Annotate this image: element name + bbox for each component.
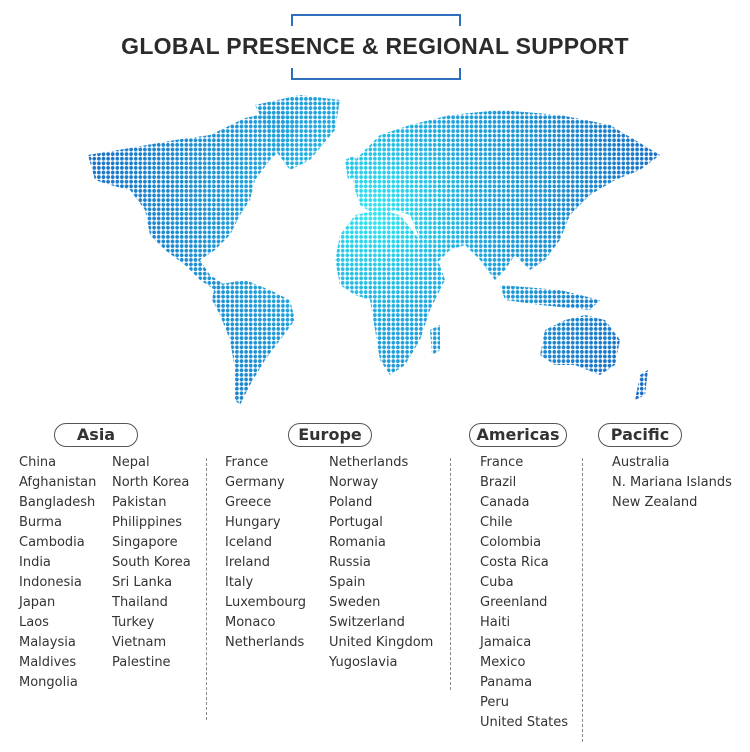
country-item: Afghanistan <box>19 475 97 490</box>
country-item: Switzerland <box>329 615 405 630</box>
country-item: Italy <box>225 575 254 590</box>
country-item: Netherlands <box>225 635 305 650</box>
country-item: Norway <box>329 475 379 490</box>
country-item: Australia <box>612 455 670 470</box>
country-item: Chile <box>480 515 513 530</box>
country-item: India <box>19 555 51 570</box>
country-item: Greenland <box>480 595 548 610</box>
country-item: Haiti <box>480 615 511 630</box>
country-item: United States <box>480 715 569 730</box>
region-label-pacific: Pacific <box>598 423 682 447</box>
country-item: South Korea <box>112 555 191 570</box>
country-item: Mongolia <box>19 675 78 690</box>
title-frame-top <box>291 14 461 26</box>
europe-country-list-1: France Germany Greece Hungary Iceland Ireland… <box>225 453 306 653</box>
country-item: Jamaica <box>480 635 532 650</box>
country-item: Canada <box>480 495 530 510</box>
map-dots <box>0 85 750 415</box>
country-item: Iceland <box>225 535 273 550</box>
country-item: Monaco <box>225 615 276 630</box>
country-item: Ireland <box>225 555 270 570</box>
country-item: Peru <box>480 695 509 710</box>
country-item: China <box>19 455 57 470</box>
country-item: Spain <box>329 575 366 590</box>
country-item: N. Mariana Islands <box>612 475 732 490</box>
divider <box>582 458 583 742</box>
pacific-country-list-1: Australia N. Mariana Islands New Zealand <box>612 453 732 513</box>
region-label-americas: Americas <box>469 423 567 447</box>
country-item: Germany <box>225 475 285 490</box>
country-item: Maldives <box>19 655 77 670</box>
country-item: Poland <box>329 495 373 510</box>
country-item: North Korea <box>112 475 190 490</box>
country-item: Costa Rica <box>480 555 549 570</box>
country-item: Brazil <box>480 475 517 490</box>
europe-country-list-2: Netherlands Norway Poland Portugal Romania Ru… <box>329 453 433 673</box>
country-item: Sweden <box>329 595 381 610</box>
country-item: Sri Lanka <box>112 575 173 590</box>
country-item: Palestine <box>112 655 171 670</box>
country-item: France <box>225 455 269 470</box>
country-item: Yugoslavia <box>329 655 398 670</box>
country-item: Nepal <box>112 455 150 470</box>
country-item: Laos <box>19 615 49 630</box>
divider <box>206 458 207 720</box>
asia-country-list-1: China Afghanistan Bangladesh Burma Cambodia I… <box>19 453 96 693</box>
americas-country-list-1: France Brazil Canada Chile Colombia Costa Ric… <box>480 453 568 733</box>
country-item: Romania <box>329 535 386 550</box>
region-label-europe: Europe <box>288 423 372 447</box>
title-frame-bottom <box>291 68 461 80</box>
region-label-asia: Asia <box>54 423 138 447</box>
country-item: Singapore <box>112 535 178 550</box>
divider <box>450 458 451 690</box>
country-item: Colombia <box>480 535 542 550</box>
country-item: Panama <box>480 675 533 690</box>
country-item: Pakistan <box>112 495 167 510</box>
country-item: Luxembourg <box>225 595 307 610</box>
country-item: Netherlands <box>329 455 409 470</box>
country-item: Japan <box>19 595 56 610</box>
country-item: Mexico <box>480 655 526 670</box>
world-map <box>0 85 750 415</box>
country-item: Malaysia <box>19 635 76 650</box>
country-item: Portugal <box>329 515 383 530</box>
country-item: Bangladesh <box>19 495 96 510</box>
country-item: Thailand <box>112 595 168 610</box>
country-item: Hungary <box>225 515 281 530</box>
country-item: Philippines <box>112 515 183 530</box>
asia-country-list-2: Nepal North Korea Pakistan Philippines Singa… <box>112 453 191 673</box>
country-item: Cambodia <box>19 535 85 550</box>
country-item: United Kingdom <box>329 635 434 650</box>
page-title: GLOBAL PRESENCE & REGIONAL SUPPORT <box>121 33 629 59</box>
country-item: Burma <box>19 515 62 530</box>
country-item: Turkey <box>112 615 155 630</box>
country-item: Russia <box>329 555 371 570</box>
country-item: Indonesia <box>19 575 82 590</box>
country-item: New Zealand <box>612 495 698 510</box>
country-item: Cuba <box>480 575 514 590</box>
country-item: France <box>480 455 524 470</box>
country-item: Greece <box>225 495 272 510</box>
country-item: Vietnam <box>112 635 167 650</box>
